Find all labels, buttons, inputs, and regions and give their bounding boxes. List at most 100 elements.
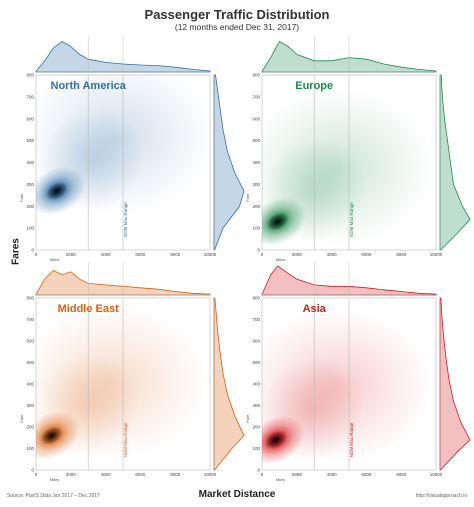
x-tick-label: 6000 bbox=[361, 252, 372, 257]
y-tick-label: 500 bbox=[252, 360, 260, 365]
y-tick-label: 300 bbox=[26, 182, 34, 187]
density-layer bbox=[36, 304, 209, 460]
x-tick-label: 0 bbox=[261, 472, 264, 477]
y-tick-label: 500 bbox=[26, 138, 34, 143]
x-tick-label: 4000 bbox=[101, 472, 112, 477]
y-marginal-density bbox=[439, 297, 471, 471]
y-tick-label: 100 bbox=[26, 446, 34, 451]
ndm-annotation: NDM Max Range bbox=[349, 422, 354, 457]
x-axis-label: Miles bbox=[276, 257, 285, 262]
y-tick-label: 200 bbox=[252, 204, 260, 209]
panel-title: Asia bbox=[303, 303, 327, 315]
panel-asia: NDM Max Range Asia 0 100 200 300 400 500 600 700 8… bbox=[245, 262, 471, 482]
y-tick-label: 600 bbox=[252, 116, 260, 121]
y-tick-label: 600 bbox=[26, 116, 34, 121]
y-tick-label: 400 bbox=[252, 160, 260, 165]
y-tick-label: 600 bbox=[26, 339, 34, 344]
x-marginal-density bbox=[261, 265, 437, 296]
y-tick-label: 800 bbox=[26, 296, 34, 301]
y-axis-label: Fare bbox=[19, 414, 24, 423]
x-axis-label: Miles bbox=[276, 477, 285, 482]
x-tick-label: 2000 bbox=[292, 252, 303, 257]
density-core bbox=[45, 181, 69, 201]
x-tick-label: 2000 bbox=[66, 252, 77, 257]
y-tick-label: 100 bbox=[252, 226, 260, 231]
x-tick-label: 6000 bbox=[135, 472, 146, 477]
y-tick-label: 200 bbox=[252, 425, 260, 430]
x-tick-label: 0 bbox=[35, 252, 38, 257]
x-marginal-density bbox=[35, 269, 211, 296]
x-tick-label: 10000 bbox=[430, 472, 443, 477]
x-tick-label: 10000 bbox=[204, 472, 217, 477]
x-marginal-density bbox=[35, 41, 211, 73]
chart-subtitle: (12 months ended Dec 31, 2017) bbox=[174, 22, 300, 32]
y-tick-label: 0 bbox=[31, 468, 34, 473]
chart-title: Passenger Traffic Distribution bbox=[144, 7, 330, 22]
x-tick-label: 4000 bbox=[101, 252, 112, 257]
y-tick-label: 700 bbox=[26, 317, 34, 322]
panel-middle-east: NDM Max Range Middle East 0 100 200 300 400 500… bbox=[19, 262, 245, 482]
y-tick-label: 200 bbox=[26, 425, 34, 430]
x-axis-label: Miles bbox=[50, 257, 59, 262]
x-tick-label: 10000 bbox=[204, 252, 217, 257]
density-core bbox=[264, 430, 288, 450]
ndm-annotation: NDM Max Range bbox=[123, 202, 128, 237]
x-tick-label: 6000 bbox=[135, 252, 146, 257]
y-tick-label: 500 bbox=[26, 360, 34, 365]
y-tick-label: 200 bbox=[26, 204, 34, 209]
y-tick-label: 0 bbox=[31, 248, 34, 253]
x-axis-label: Miles bbox=[50, 477, 59, 482]
x-marginal-density bbox=[261, 41, 437, 73]
y-tick-label: 600 bbox=[252, 339, 260, 344]
y-axis-label: Fare bbox=[19, 193, 24, 202]
x-tick-label: 0 bbox=[35, 472, 38, 477]
ndm-annotation: NDM Max Range bbox=[349, 202, 354, 237]
y-tick-label: 800 bbox=[252, 296, 260, 301]
x-axis-title: Market Distance bbox=[198, 489, 276, 500]
x-tick-label: 8000 bbox=[396, 252, 407, 257]
x-tick-label: 8000 bbox=[170, 472, 181, 477]
y-marginal-density bbox=[213, 74, 245, 251]
y-marginal-density bbox=[439, 74, 471, 251]
panel-europe: NDM Max Range Europe 0 100 200 300 400 500 600 70… bbox=[245, 36, 471, 262]
y-tick-label: 100 bbox=[26, 226, 34, 231]
density-core bbox=[266, 212, 289, 231]
y-axis-label: Fare bbox=[245, 414, 250, 423]
x-tick-label: 2000 bbox=[66, 472, 77, 477]
x-tick-label: 4000 bbox=[327, 472, 338, 477]
x-tick-label: 10000 bbox=[430, 252, 443, 257]
x-tick-label: 8000 bbox=[170, 252, 181, 257]
y-tick-label: 800 bbox=[26, 73, 34, 78]
density-layer bbox=[262, 88, 435, 246]
panel-title: North America bbox=[51, 80, 127, 92]
y-tick-label: 700 bbox=[252, 317, 260, 322]
y-tick-label: 300 bbox=[252, 182, 260, 187]
y-tick-label: 800 bbox=[252, 73, 260, 78]
x-tick-label: 6000 bbox=[361, 472, 372, 477]
y-tick-label: 0 bbox=[257, 468, 260, 473]
y-marginal-density bbox=[213, 297, 245, 471]
panel-title: Europe bbox=[295, 80, 333, 92]
y-tick-label: 700 bbox=[26, 94, 34, 99]
source-note: Source: PaxIS Data Jan 2017 – Dec 2017 bbox=[7, 493, 100, 499]
source-link[interactable]: http://visualapproach.io bbox=[415, 493, 467, 499]
y-tick-label: 0 bbox=[257, 248, 260, 253]
density-core bbox=[40, 426, 63, 445]
y-tick-label: 100 bbox=[252, 446, 260, 451]
x-tick-label: 8000 bbox=[396, 472, 407, 477]
y-tick-label: 700 bbox=[252, 94, 260, 99]
x-tick-label: 2000 bbox=[292, 472, 303, 477]
x-tick-label: 0 bbox=[261, 252, 264, 257]
x-tick-label: 4000 bbox=[327, 252, 338, 257]
y-tick-label: 300 bbox=[26, 403, 34, 408]
y-tick-label: 400 bbox=[26, 382, 34, 387]
panel-title: Middle East bbox=[58, 303, 119, 315]
density-layer bbox=[262, 308, 433, 465]
y-tick-label: 400 bbox=[26, 160, 34, 165]
y-tick-label: 300 bbox=[252, 403, 260, 408]
ndm-annotation: NDM Max Range bbox=[123, 422, 128, 457]
panel-north-america: NDM Max Range North America 0 100 200 300 400 5… bbox=[19, 36, 245, 262]
y-tick-label: 400 bbox=[252, 382, 260, 387]
